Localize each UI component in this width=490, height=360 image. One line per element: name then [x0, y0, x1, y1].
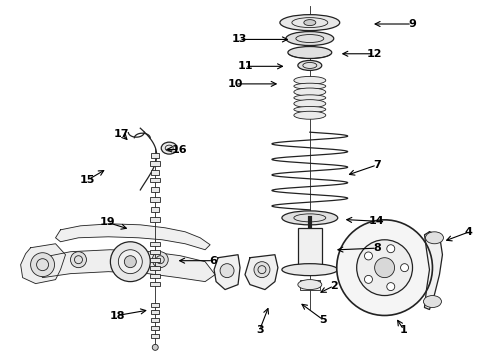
- Polygon shape: [245, 255, 278, 289]
- Ellipse shape: [254, 262, 270, 278]
- Ellipse shape: [282, 264, 338, 276]
- Ellipse shape: [400, 264, 409, 272]
- Text: 18: 18: [109, 311, 125, 320]
- Ellipse shape: [110, 242, 150, 282]
- Ellipse shape: [71, 252, 86, 268]
- Ellipse shape: [387, 283, 395, 291]
- Bar: [300, 280, 320, 289]
- Text: 7: 7: [373, 160, 381, 170]
- Bar: [151, 310, 159, 315]
- Ellipse shape: [423, 296, 441, 307]
- Bar: [151, 302, 159, 306]
- Ellipse shape: [298, 60, 322, 71]
- Text: 5: 5: [319, 315, 327, 325]
- Ellipse shape: [286, 32, 334, 45]
- Ellipse shape: [294, 88, 326, 96]
- Ellipse shape: [365, 275, 372, 283]
- Text: 2: 2: [330, 281, 338, 291]
- Ellipse shape: [152, 252, 168, 268]
- Polygon shape: [424, 232, 442, 310]
- Bar: [151, 319, 159, 323]
- Bar: [151, 327, 159, 330]
- Text: 17: 17: [114, 129, 130, 139]
- Bar: [150, 177, 160, 183]
- Bar: [150, 266, 160, 270]
- Text: 14: 14: [369, 216, 385, 226]
- Ellipse shape: [294, 83, 326, 89]
- Bar: [150, 258, 160, 262]
- Text: 15: 15: [80, 175, 96, 185]
- Ellipse shape: [124, 256, 136, 268]
- Ellipse shape: [365, 252, 372, 260]
- Text: 11: 11: [237, 61, 253, 71]
- Ellipse shape: [357, 240, 413, 296]
- Ellipse shape: [280, 15, 340, 31]
- Text: 9: 9: [408, 19, 416, 29]
- Ellipse shape: [30, 253, 54, 276]
- Ellipse shape: [387, 245, 395, 253]
- Polygon shape: [55, 224, 210, 250]
- Text: 16: 16: [171, 144, 187, 154]
- Bar: [150, 161, 160, 166]
- Ellipse shape: [304, 20, 316, 26]
- Bar: [151, 207, 159, 212]
- Ellipse shape: [294, 111, 326, 119]
- Bar: [150, 242, 160, 246]
- Ellipse shape: [294, 95, 326, 101]
- Text: 4: 4: [465, 227, 473, 237]
- Bar: [151, 188, 159, 193]
- Bar: [150, 282, 160, 285]
- Text: 10: 10: [227, 79, 243, 89]
- Text: 13: 13: [231, 35, 247, 44]
- Bar: [150, 217, 160, 222]
- Text: 1: 1: [400, 325, 408, 335]
- Ellipse shape: [425, 232, 443, 244]
- Text: 8: 8: [373, 243, 381, 253]
- Ellipse shape: [220, 264, 234, 278]
- Text: 3: 3: [256, 325, 264, 335]
- Polygon shape: [214, 255, 240, 289]
- Ellipse shape: [294, 107, 326, 112]
- Ellipse shape: [119, 250, 142, 274]
- Ellipse shape: [375, 258, 394, 278]
- Text: 12: 12: [367, 49, 382, 59]
- Polygon shape: [36, 250, 215, 282]
- Ellipse shape: [152, 345, 158, 350]
- Ellipse shape: [288, 46, 332, 58]
- Bar: [151, 170, 159, 175]
- Bar: [150, 250, 160, 254]
- Ellipse shape: [337, 220, 433, 315]
- Ellipse shape: [298, 280, 322, 289]
- Bar: [151, 153, 159, 158]
- Polygon shape: [21, 244, 66, 284]
- Bar: [150, 197, 160, 202]
- Bar: [298, 228, 322, 268]
- Bar: [151, 334, 159, 338]
- Ellipse shape: [294, 76, 326, 84]
- Ellipse shape: [282, 211, 338, 225]
- Text: 6: 6: [209, 256, 217, 266]
- Text: 19: 19: [99, 217, 115, 227]
- Ellipse shape: [161, 142, 177, 154]
- Bar: [150, 274, 160, 278]
- Ellipse shape: [294, 100, 326, 108]
